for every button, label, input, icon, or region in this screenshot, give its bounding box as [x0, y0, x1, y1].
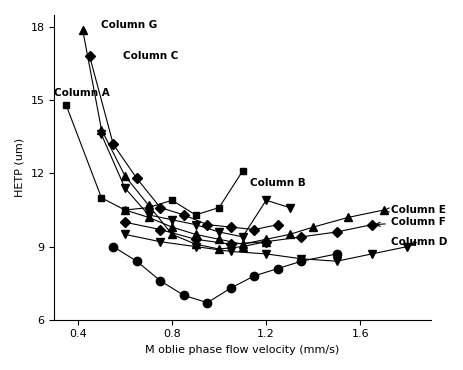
Text: Column E: Column E: [384, 205, 445, 215]
Text: Column D: Column D: [390, 237, 446, 247]
Text: Column A: Column A: [54, 88, 110, 98]
Text: Column F: Column F: [375, 217, 445, 227]
Y-axis label: HETP (um): HETP (um): [15, 138, 25, 197]
Text: Column B: Column B: [249, 178, 305, 188]
X-axis label: M oblie phase flow velocity (mm/s): M oblie phase flow velocity (mm/s): [145, 345, 339, 355]
Text: Column G: Column G: [101, 20, 157, 30]
Text: Column C: Column C: [122, 51, 178, 61]
